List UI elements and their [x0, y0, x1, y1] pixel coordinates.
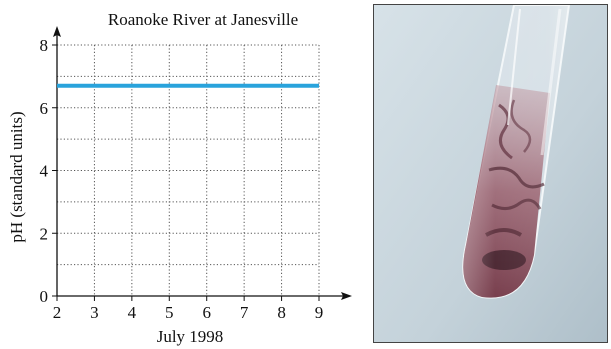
y-tick-label: 4: [40, 162, 49, 181]
x-tick-label: 4: [128, 303, 137, 322]
ph-chart: Roanoke River at Janesville 2 3 4 5 6 7 8 90246…: [7, 10, 352, 346]
x-tick-label: 5: [165, 303, 174, 322]
test-tube-photo: [373, 4, 608, 343]
y-tick-label: 6: [40, 99, 49, 118]
x-tick-label: 9: [315, 303, 324, 322]
axes: [52, 26, 352, 301]
x-axis-arrow: [341, 292, 352, 300]
y-axis-label: pH (standard units): [7, 111, 26, 242]
y-axis-arrow: [53, 26, 61, 37]
x-tick-label: 8: [277, 303, 286, 322]
x-tick-label: 6: [202, 303, 211, 322]
x-tick-label: 7: [240, 303, 249, 322]
y-tick-label: 0: [40, 287, 49, 306]
chart-title: Roanoke River at Janesville: [108, 10, 298, 29]
x-axis-label: July 1998: [157, 327, 224, 346]
y-tick-label: 2: [40, 224, 49, 243]
x-tick-label: 3: [90, 303, 99, 322]
test-tube-icon: [374, 5, 607, 342]
x-tick-label: 2: [53, 303, 62, 322]
y-tick-label: 8: [40, 36, 49, 55]
grid: [57, 44, 320, 296]
